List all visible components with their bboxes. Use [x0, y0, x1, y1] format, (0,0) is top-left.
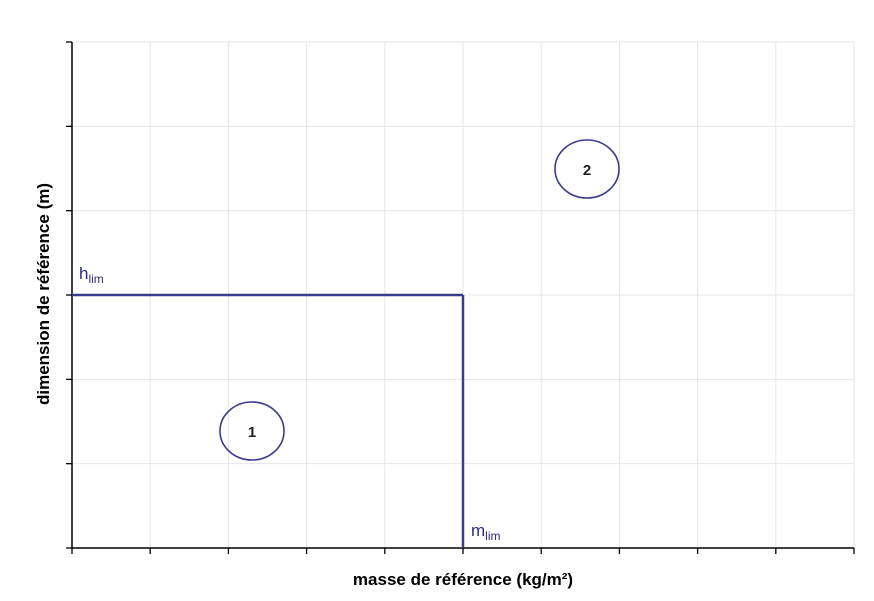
y-axis-title: dimension de référence (m): [34, 183, 53, 405]
h-limit-label: hlim: [79, 264, 104, 286]
m-limit-label: mlim: [471, 521, 501, 543]
zone-1-circle: [219, 401, 285, 461]
h-limit-label-subscript: lim: [88, 272, 103, 286]
m-limit-label-subscript: lim: [485, 529, 500, 543]
m-limit-label-base: m: [471, 521, 485, 540]
zone-1-marker: 1: [219, 401, 285, 461]
zone-1-label: 1: [248, 424, 256, 441]
zone-2-circle: [554, 139, 620, 199]
zone-2-marker: 2: [554, 139, 620, 199]
zone-2-label: 2: [583, 162, 591, 179]
h-limit-label-base: h: [79, 264, 88, 283]
x-axis-title: masse de référence (kg/m²): [353, 570, 573, 589]
